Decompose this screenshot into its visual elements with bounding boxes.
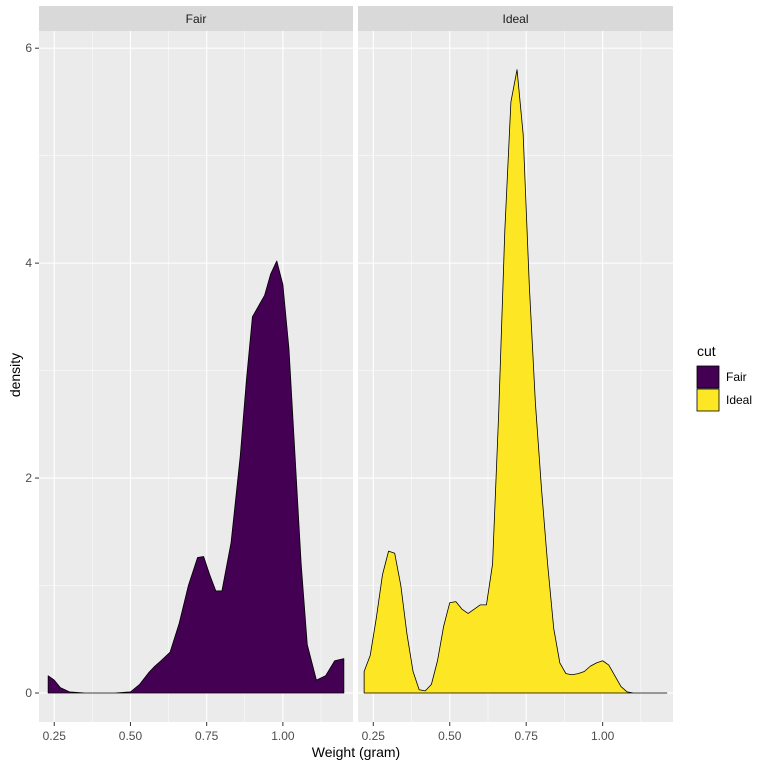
y-tick-label: 0 [25, 686, 32, 700]
legend-label-ideal: Ideal [726, 393, 752, 407]
x-tick-label: 0.75 [195, 729, 219, 743]
y-axis-title: density [7, 353, 23, 397]
x-tick-label: 1.00 [271, 729, 295, 743]
legend-key-fair [696, 365, 720, 389]
legend: cut Fair Ideal [696, 343, 752, 412]
x-tick-label: 0.25 [43, 729, 67, 743]
x-tick-label: 0.25 [362, 729, 386, 743]
legend-title: cut [697, 343, 716, 359]
density-area-ideal [363, 69, 668, 694]
x-tick-label: 0.50 [119, 729, 143, 743]
facet-strip [39, 6, 353, 31]
y-tick-label: 4 [25, 256, 32, 270]
x-tick-label: 0.50 [438, 729, 462, 743]
y-tick-label: 6 [25, 41, 32, 55]
facet-panels: Fair Ideal [39, 6, 673, 722]
legend-label-fair: Fair [726, 370, 747, 384]
facet-strip-label: Fair [186, 12, 207, 26]
facet-panel-ideal: Ideal [358, 6, 673, 722]
density-area-fair [47, 260, 345, 694]
legend-key-ideal [696, 388, 720, 412]
x-axis-title: Weight (gram) [312, 744, 400, 760]
facet-panel-fair: Fair [39, 6, 353, 722]
y-tick-label: 2 [25, 471, 32, 485]
y-axis: 0 2 4 6 [25, 41, 39, 700]
facet-strip [358, 6, 673, 31]
x-axis: 0.25 0.50 0.75 1.00 0.25 0.50 0.75 1.00 [43, 722, 615, 743]
facet-strip-label: Ideal [502, 12, 528, 26]
x-tick-label: 0.75 [515, 729, 539, 743]
x-tick-label: 1.00 [591, 729, 615, 743]
